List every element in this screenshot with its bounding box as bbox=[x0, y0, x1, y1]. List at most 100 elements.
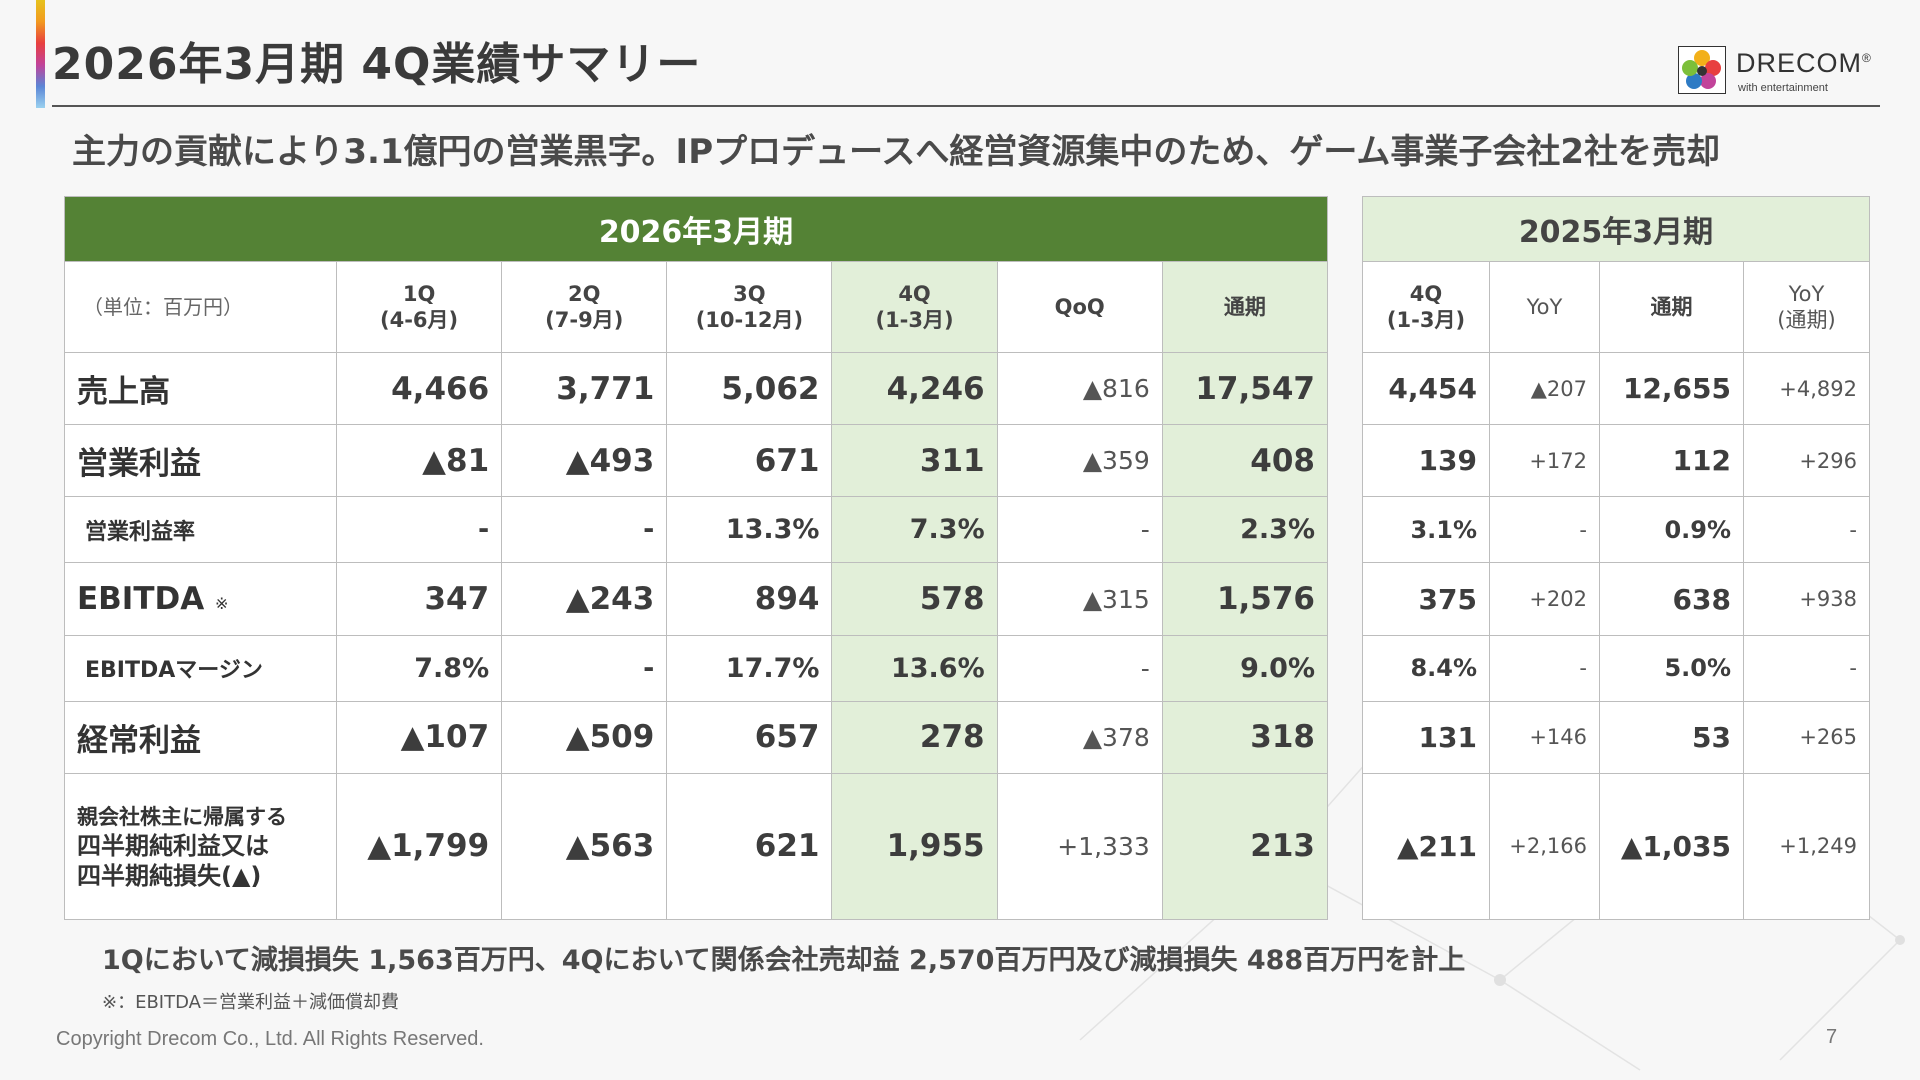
row-label: 経常利益 bbox=[64, 700, 337, 774]
cell-value: ▲493 bbox=[501, 424, 668, 498]
cell-value: 671 bbox=[666, 424, 833, 498]
page-title: 2026年3月期 4Q業績サマリー bbox=[52, 39, 702, 90]
prior-row-ebitda-margin: 8.4% - 5.0% - bbox=[1362, 634, 1870, 702]
cell-value: 112 bbox=[1599, 424, 1744, 498]
prior-row-revenue: 4,454 ▲207 12,655 +4,892 bbox=[1362, 352, 1870, 426]
row-label: 親会社株主に帰属する 四半期純利益又は 四半期純損失(▲) bbox=[64, 772, 337, 921]
table-row-ebitda-margin: EBITDAマージン 7.8% - 17.7% 13.6% - 9.0% bbox=[64, 634, 1329, 702]
cell-value: 7.3% bbox=[831, 496, 998, 564]
cell-value: 578 bbox=[831, 562, 998, 636]
cell-value: ▲1,799 bbox=[335, 772, 503, 921]
prior-fy-label: 2025年3月期 bbox=[1362, 195, 1870, 263]
col-2q: 2Q (7-9月) bbox=[501, 261, 668, 354]
cell-value: 657 bbox=[666, 700, 833, 774]
prior-row-net-income: ▲211 +2,166 ▲1,035 +1,249 bbox=[1362, 772, 1870, 921]
cell-value: 1,576 bbox=[1161, 562, 1329, 636]
cell-value: ▲359 bbox=[996, 424, 1163, 498]
cell-value: ▲816 bbox=[996, 352, 1163, 426]
prior-fy-table: 2025年3月期 4Q (1-3月) YoY 通期 YoY (通期) 4,454 ▲… bbox=[1362, 195, 1870, 921]
impairment-footnote: 1Qにおいて減損損失 1,563百万円、4Qにおいて関係会社売却益 2,570百… bbox=[102, 945, 1466, 976]
cell-value: 7.8% bbox=[335, 634, 503, 702]
cell-value: 894 bbox=[666, 562, 833, 636]
cell-value: ▲207 bbox=[1489, 352, 1600, 426]
col-1q: 1Q (4-6月) bbox=[335, 261, 503, 354]
cell-value: 12,655 bbox=[1599, 352, 1744, 426]
row-label: 営業利益 bbox=[64, 424, 337, 498]
table-row-revenue: 売上高 4,466 3,771 5,062 4,246 ▲816 17,547 bbox=[64, 352, 1329, 426]
header-divider bbox=[52, 105, 1880, 107]
logo-tagline: with entertainment bbox=[1738, 82, 1828, 94]
cell-value: 3.1% bbox=[1362, 496, 1490, 564]
col-3q: 3Q (10-12月) bbox=[666, 261, 833, 354]
copyright-notice: Copyright Drecom Co., Ltd. All Rights Re… bbox=[56, 1028, 484, 1050]
cell-value: 8.4% bbox=[1362, 634, 1490, 702]
cell-value: 375 bbox=[1362, 562, 1490, 636]
prior-row-ebitda: 375 +202 638 +938 bbox=[1362, 562, 1870, 636]
cell-value: 4,454 bbox=[1362, 352, 1490, 426]
cell-value: +4,892 bbox=[1743, 352, 1870, 426]
cell-value: ▲81 bbox=[335, 424, 503, 498]
cell-value: 1,955 bbox=[831, 772, 998, 921]
summary-headline: 主力の貢献により3.1億円の営業黒字。IPプロデュースへ経営資源集中のため、ゲー… bbox=[72, 132, 1721, 172]
cell-value: 5.0% bbox=[1599, 634, 1744, 702]
row-label: 売上高 bbox=[64, 352, 337, 426]
cell-value: 621 bbox=[666, 772, 833, 921]
cell-value: +938 bbox=[1743, 562, 1870, 636]
drecom-logo: DRECOM® with entertainment bbox=[1678, 46, 1878, 96]
cell-value: - bbox=[501, 634, 668, 702]
cell-value: - bbox=[1743, 496, 1870, 564]
cell-value: 13.3% bbox=[666, 496, 833, 564]
table-row-operating-margin: 営業利益率 - - 13.3% 7.3% - 2.3% bbox=[64, 496, 1329, 564]
current-fy-band: 2026年3月期 bbox=[64, 195, 1328, 263]
col-yoy-full-year: YoY (通期) bbox=[1743, 261, 1870, 354]
cell-value: +265 bbox=[1743, 700, 1870, 774]
cell-value: - bbox=[1743, 634, 1870, 702]
note-mark: ※ bbox=[215, 594, 229, 614]
col-yoy: YoY bbox=[1489, 261, 1600, 354]
cell-value: 13.6% bbox=[831, 634, 998, 702]
cell-value: ▲378 bbox=[996, 700, 1163, 774]
cell-value: ▲107 bbox=[335, 700, 503, 774]
cell-value: 3,771 bbox=[501, 352, 668, 426]
cell-value: 4,466 bbox=[335, 352, 503, 426]
cell-value: 131 bbox=[1362, 700, 1490, 774]
table-row-net-income: 親会社株主に帰属する 四半期純利益又は 四半期純損失(▲) ▲1,799 ▲563 … bbox=[64, 772, 1329, 921]
cell-value: 2.3% bbox=[1161, 496, 1329, 564]
col-prior-full-year: 通期 bbox=[1599, 261, 1744, 354]
flower-logo-icon bbox=[1678, 46, 1726, 94]
ebitda-definition-note: ※：EBITDA＝営業利益＋減価償却費 bbox=[102, 992, 399, 1013]
cell-value: 139 bbox=[1362, 424, 1490, 498]
cell-value: +1,333 bbox=[996, 772, 1163, 921]
row-label: 営業利益率 bbox=[64, 496, 337, 564]
cell-value: +296 bbox=[1743, 424, 1870, 498]
cell-value: 347 bbox=[335, 562, 503, 636]
accent-color-bar bbox=[36, 0, 45, 108]
cell-value: - bbox=[1489, 634, 1600, 702]
col-prior-4q: 4Q (1-3月) bbox=[1362, 261, 1490, 354]
cell-value: 17.7% bbox=[666, 634, 833, 702]
cell-value: 9.0% bbox=[1161, 634, 1329, 702]
cell-value: 17,547 bbox=[1161, 352, 1329, 426]
cell-value: 408 bbox=[1161, 424, 1329, 498]
column-header-row: （単位：百万円） 1Q (4-6月) 2Q (7-9月) 3Q (10-12月) 4Q… bbox=[64, 261, 1329, 354]
cell-value: +146 bbox=[1489, 700, 1600, 774]
col-4q: 4Q (1-3月) bbox=[831, 261, 998, 354]
cell-value: 53 bbox=[1599, 700, 1744, 774]
cell-value: 5,062 bbox=[666, 352, 833, 426]
prior-row-ordinary-income: 131 +146 53 +265 bbox=[1362, 700, 1870, 774]
cell-value: ▲509 bbox=[501, 700, 668, 774]
cell-value: 318 bbox=[1161, 700, 1329, 774]
cell-value: ▲1,035 bbox=[1599, 772, 1744, 921]
cell-value: ▲211 bbox=[1362, 772, 1490, 921]
cell-value: +1,249 bbox=[1743, 772, 1870, 921]
cell-value: 4,246 bbox=[831, 352, 998, 426]
prior-row-operating-income: 139 +172 112 +296 bbox=[1362, 424, 1870, 498]
col-full-year: 通期 bbox=[1161, 261, 1329, 354]
cell-value: - bbox=[1489, 496, 1600, 564]
cell-value: - bbox=[335, 496, 503, 564]
table-row-ebitda: EBITDA ※ 347 ▲243 894 578 ▲315 1,576 bbox=[64, 562, 1329, 636]
cell-value: 311 bbox=[831, 424, 998, 498]
cell-value: 278 bbox=[831, 700, 998, 774]
logo-wordmark: DRECOM® bbox=[1736, 48, 1872, 78]
cell-value: ▲563 bbox=[501, 772, 668, 921]
